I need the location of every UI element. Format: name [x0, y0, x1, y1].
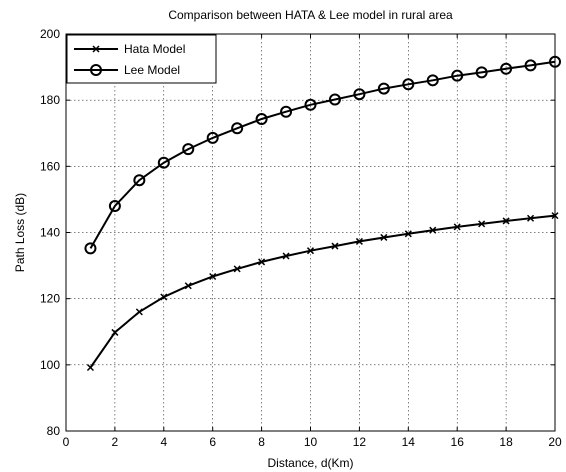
x-tick-label: 12: [353, 435, 367, 449]
x-marker: [233, 265, 241, 273]
legend: Hata Model Lee Model: [66, 34, 217, 84]
x-tick-label: 16: [451, 435, 465, 449]
x-marker-stroke: [233, 265, 241, 273]
x-marker: [429, 226, 437, 234]
x-marker-stroke: [258, 258, 266, 266]
circle-marker: [84, 242, 97, 255]
circle-marker: [328, 93, 341, 106]
circle-marker: [304, 98, 317, 111]
x-tick-label: 6: [209, 435, 216, 449]
x-marker-stroke: [160, 293, 168, 301]
x-marker: [92, 45, 100, 53]
x-tick-label: 2: [112, 435, 119, 449]
x-marker: [282, 252, 290, 260]
circle-marker: [90, 64, 102, 76]
circle-marker: [182, 143, 195, 156]
y-tick-label: 100: [40, 358, 60, 372]
x-marker-stroke: [306, 247, 315, 255]
x-marker-stroke: [429, 226, 437, 234]
x-marker-stroke: [111, 328, 119, 336]
x-marker: [453, 223, 461, 231]
x-marker-stroke: [209, 272, 217, 281]
x-tick-label: 10: [304, 435, 318, 449]
x-marker-stroke: [86, 363, 94, 372]
x-marker-stroke: [92, 45, 100, 53]
x-marker: [160, 293, 168, 301]
circle-marker: [133, 174, 146, 187]
circle-marker: [500, 62, 513, 75]
x-marker-stroke: [331, 242, 339, 250]
circle-marker: [451, 69, 464, 82]
y-tick-label: 200: [40, 27, 60, 41]
x-marker-stroke: [527, 214, 535, 222]
x-marker-stroke: [135, 308, 143, 316]
x-marker-stroke: [478, 220, 486, 228]
x-marker: [184, 282, 192, 290]
x-marker-stroke: [282, 252, 290, 260]
legend-box: [66, 34, 217, 84]
y-tick-label: 80: [47, 424, 61, 438]
x-marker: [258, 258, 266, 266]
circle-marker: [377, 82, 390, 95]
legend-item: Hata Model: [74, 42, 185, 56]
legend-label: Hata Model: [124, 42, 185, 56]
y-tick-label: 160: [40, 159, 60, 173]
y-tick-label: 120: [40, 292, 60, 306]
axis-ticks: 0 2 4 6 8 10 12 14 16 18 20 80 100 120 140 160 180 200: [40, 27, 562, 449]
x-tick-label: 4: [160, 435, 167, 449]
y-tick-label: 140: [40, 226, 60, 240]
x-marker-stroke: [380, 233, 388, 241]
x-marker: [306, 247, 315, 255]
x-marker: [111, 328, 119, 336]
x-tick-label: 20: [548, 435, 562, 449]
y-tick-label: 180: [40, 93, 60, 107]
x-marker-stroke: [453, 223, 461, 231]
chart-title: Comparison between HATA & Lee model in r…: [168, 8, 453, 22]
x-marker-stroke: [355, 237, 363, 245]
x-marker: [527, 214, 535, 222]
legend-label: Lee Model: [124, 63, 180, 77]
circle-marker: [255, 113, 268, 126]
circle-marker: [475, 66, 488, 79]
x-marker: [355, 237, 363, 245]
circle-marker: [206, 131, 219, 144]
y-axis-title: Path Loss (dB): [13, 193, 27, 272]
circle-marker: [524, 59, 537, 72]
x-marker-stroke: [502, 217, 510, 225]
series-line: [89, 214, 556, 369]
x-tick-label: 8: [258, 435, 265, 449]
x-tick-label: 18: [499, 435, 513, 449]
x-marker-stroke: [184, 282, 192, 290]
x-marker: [135, 308, 143, 316]
circle-marker: [353, 88, 366, 101]
circle-marker: [231, 122, 244, 135]
x-axis-title: Distance, d(Km): [267, 456, 353, 470]
circle-marker: [426, 74, 439, 87]
x-marker: [502, 217, 510, 225]
circle-marker: [157, 156, 170, 169]
circle-marker: [402, 78, 415, 91]
x-marker: [209, 272, 217, 281]
circle-marker: [108, 200, 121, 213]
x-tick-label: 14: [402, 435, 416, 449]
x-marker: [404, 230, 412, 238]
x-marker: [331, 242, 339, 250]
circle-marker: [280, 105, 293, 118]
x-marker: [86, 363, 94, 372]
x-tick-label: 0: [63, 435, 70, 449]
x-marker: [478, 220, 486, 228]
x-marker-stroke: [404, 230, 412, 238]
legend-item: Lee Model: [74, 63, 180, 77]
x-marker: [380, 233, 388, 241]
